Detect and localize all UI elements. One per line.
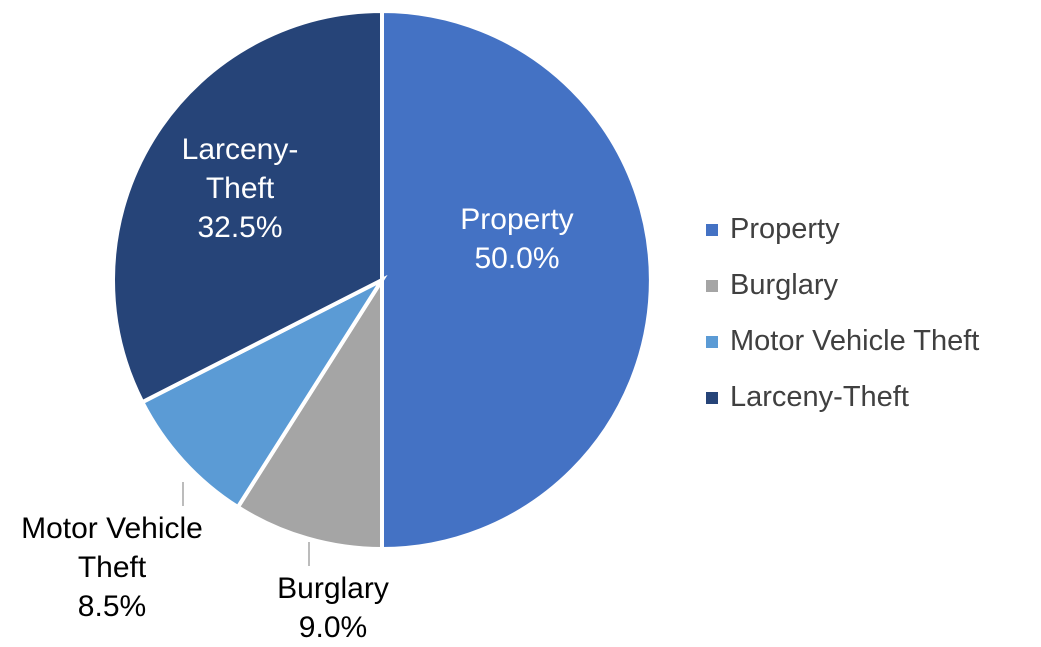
legend-swatch	[706, 223, 718, 236]
pie-slice	[111, 8, 384, 405]
legend-item: Larceny-Theft	[706, 381, 909, 414]
legend-swatch	[706, 391, 718, 404]
data-label-name: Property	[460, 203, 574, 236]
pie-slice	[139, 274, 388, 510]
legend-label: Motor Vehicle Theft	[730, 325, 980, 357]
data-label: Motor Vehicle Theft 8.5%	[2, 509, 222, 626]
legend-item: Motor Vehicle Theft	[706, 325, 979, 358]
legend-item: Burglary	[706, 269, 838, 302]
data-label-value: 50.0%	[474, 242, 560, 275]
data-label-value: 32.5%	[197, 211, 283, 244]
data-label: Larceny-Theft 32.5%	[170, 130, 310, 247]
legend-swatch	[706, 335, 718, 348]
pie-slice	[380, 8, 653, 552]
data-label: Burglary 9.0%	[233, 569, 433, 647]
data-label-name: Larceny-Theft	[181, 133, 299, 205]
data-label-name: Motor Vehicle Theft	[21, 512, 203, 584]
data-label-value: 9.0%	[298, 611, 368, 644]
legend-label: Larceny-Theft	[730, 381, 909, 413]
data-label: Property 50.0%	[417, 200, 617, 278]
data-label-value: 8.5%	[77, 590, 147, 623]
legend-label: Property	[730, 213, 840, 245]
pie-slice	[235, 273, 384, 552]
legend-swatch	[706, 279, 718, 292]
legend-label: Burglary	[730, 269, 838, 301]
data-label-name: Burglary	[277, 572, 389, 605]
legend-item: Property	[706, 213, 840, 246]
